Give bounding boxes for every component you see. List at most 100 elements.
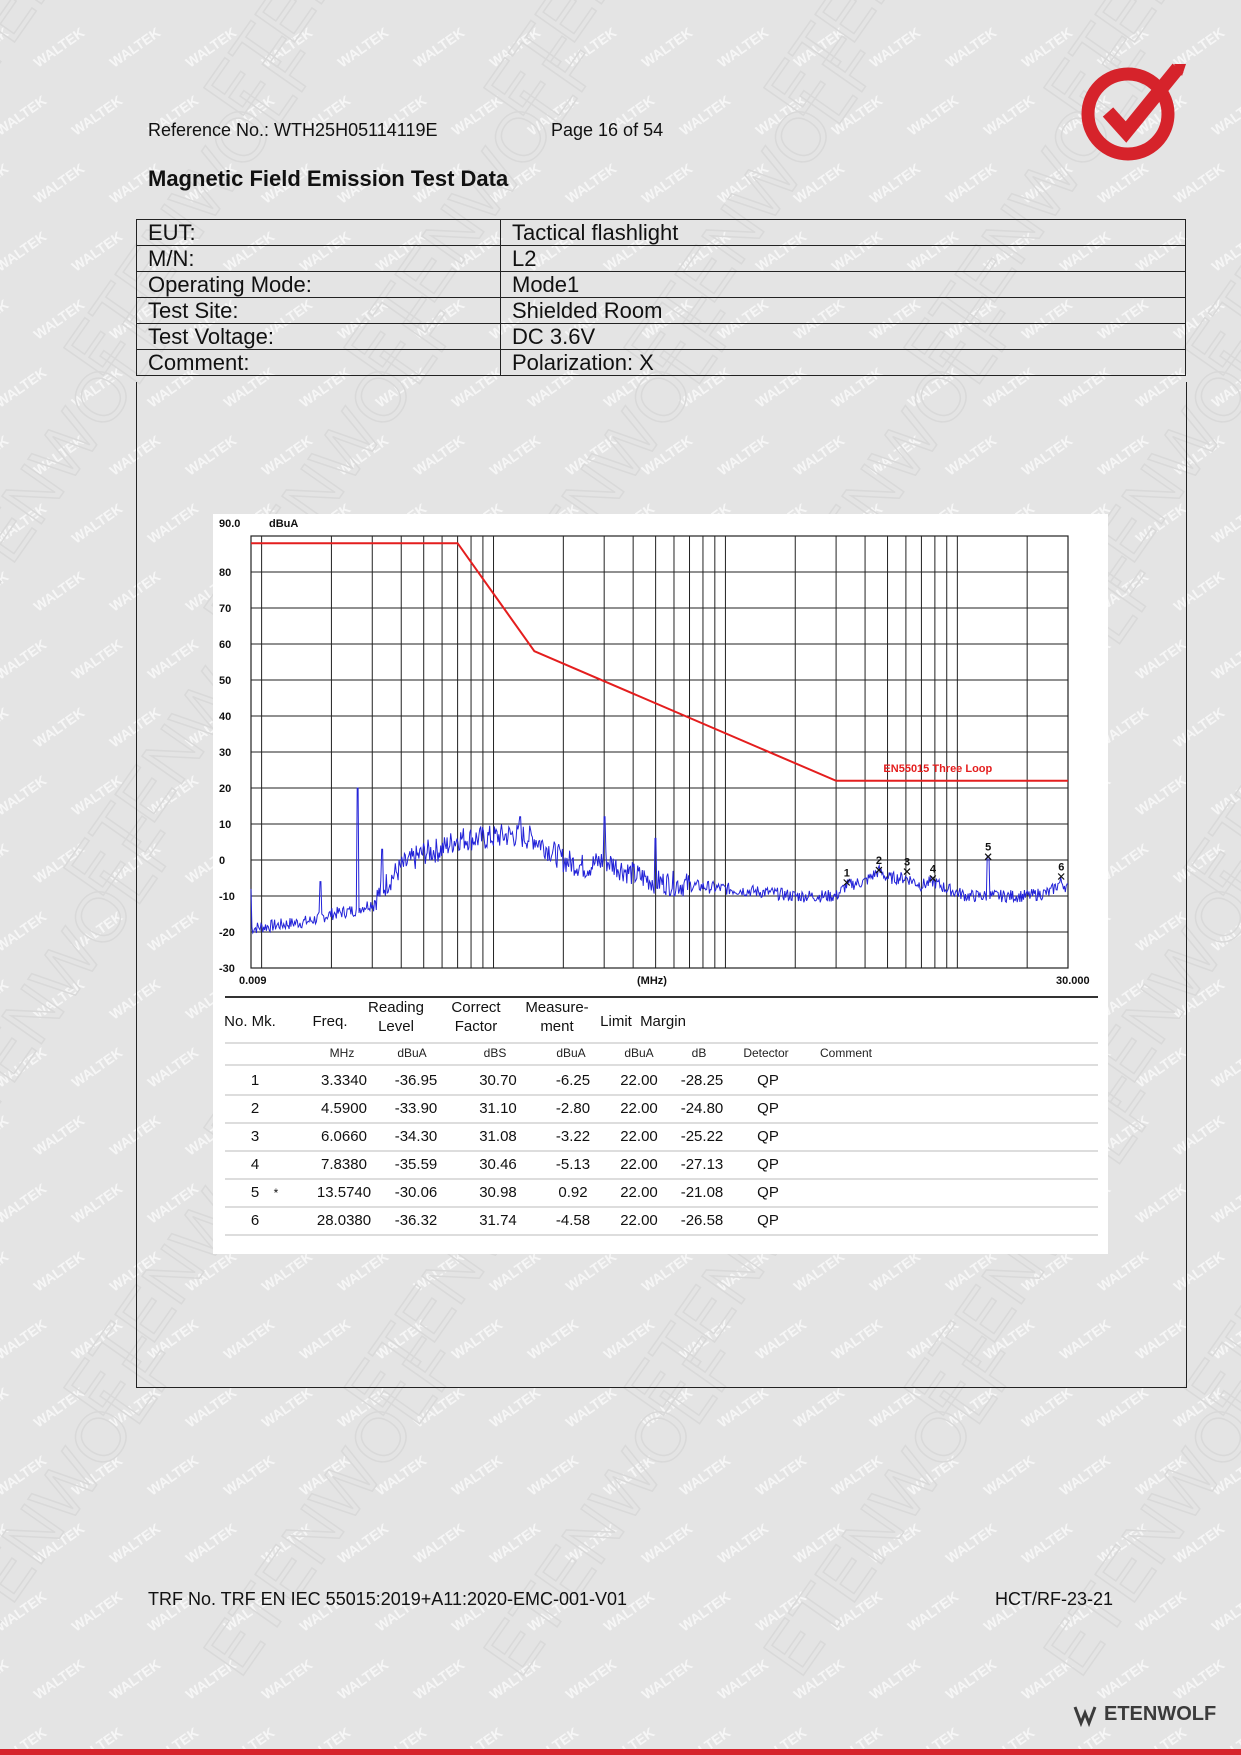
table-cell-freq: 28.0380: [317, 1212, 371, 1229]
marker-cross: [903, 868, 911, 876]
table-cell-mk: *: [274, 1186, 279, 1200]
y-axis-label: dBuA: [269, 518, 298, 530]
watermark-text: WALTEK: [335, 1656, 392, 1702]
y-tick-label: -10: [219, 891, 235, 903]
watermark-text: WALTEK: [69, 500, 126, 546]
watermark-text: WALTEK: [335, 1520, 392, 1566]
table-row: 1 3.3340 -36.95 30.70 -6.25 22.00 -28.25 QP: [251, 1072, 779, 1089]
info-row: Operating Mode: Mode1: [136, 271, 1186, 298]
info-row: EUT: Tactical flashlight: [136, 219, 1186, 246]
watermark-text: WALTEK: [753, 1452, 810, 1498]
y-tick-label: -20: [219, 927, 235, 939]
table-row: 5 * 13.5740 -30.06 30.98 0.92 22.00 -21.08 QP: [251, 1184, 779, 1201]
watermark-text: WALTEK: [0, 976, 11, 1022]
table-header: Measure-: [525, 999, 588, 1016]
table-cell-reading: -35.59: [395, 1156, 438, 1173]
watermark-text: WALTEK: [31, 704, 88, 750]
watermark-text: WALTEK: [0, 1044, 49, 1090]
watermark-text: WALTEK: [449, 92, 506, 138]
brand-name: ETENWOLF: [1104, 1703, 1217, 1725]
watermark-text: WALTEK: [905, 1588, 962, 1634]
watermark-text: WALTEK: [69, 1180, 126, 1226]
watermark-text: WALTEK: [31, 1656, 88, 1702]
table-row: 6 28.0380 -36.32 31.74 -4.58 22.00 -26.58 QP: [251, 1212, 779, 1229]
info-value: Mode1: [500, 271, 1186, 298]
marker-point: 2: [875, 855, 883, 874]
watermark-text: WALTEK: [943, 1384, 1000, 1430]
watermark-text: WALTEK: [259, 1384, 316, 1430]
watermark-text: WALTEK: [563, 1656, 620, 1702]
watermark-text: WALTEK: [677, 92, 734, 138]
watermark-text: WALTEK: [791, 160, 848, 206]
marker-cross: [929, 875, 937, 882]
watermark-text: WALTEK: [31, 840, 88, 886]
marker-point: 3: [903, 857, 911, 876]
watermark-text: WALTEK: [69, 228, 126, 274]
watermark-text: WALTEK: [0, 1656, 11, 1702]
emission-plot-panel: dBuA 90.0 80 70 60 50 40 30 20 10 0 -10 -20 -30 EN5501…: [213, 514, 1108, 1254]
table-unit: dB: [692, 1046, 707, 1060]
watermark-text: WALTEK: [1171, 1384, 1228, 1430]
table-cell-detector: QP: [757, 1156, 779, 1173]
table-cell-measure: -2.80: [556, 1100, 590, 1117]
watermark-text: WALTEK: [449, 0, 506, 2]
watermark-text: WALTEK: [69, 1044, 126, 1090]
watermark-text: WALTEK: [69, 1452, 126, 1498]
watermark-text: WALTEK: [563, 160, 620, 206]
watermark-text: WALTEK: [259, 24, 316, 70]
table-cell-freq: 6.0660: [321, 1128, 367, 1145]
watermark-text: ETENWOLF: [188, 0, 475, 129]
y-tick-label: 20: [219, 783, 231, 795]
watermark-text: WALTEK: [639, 160, 696, 206]
watermark-text: WALTEK: [1209, 500, 1241, 546]
watermark-text: WALTEK: [677, 1588, 734, 1634]
table-cell-reading: -33.90: [395, 1100, 438, 1117]
watermark-text: WALTEK: [221, 1452, 278, 1498]
y-tick-label: 30: [219, 747, 231, 759]
table-cell-detector: QP: [757, 1100, 779, 1117]
table-cell-measure: -5.13: [556, 1156, 590, 1173]
watermark-text: WALTEK: [791, 1520, 848, 1566]
table-cell-reading: -36.95: [395, 1072, 438, 1089]
watermark-text: WALTEK: [943, 24, 1000, 70]
etenwolf-logo-icon: [1073, 1706, 1097, 1727]
watermark-text: WALTEK: [525, 1452, 582, 1498]
watermark-text: WALTEK: [107, 1656, 164, 1702]
marker-label: 5: [985, 842, 991, 854]
info-key: Test Site:: [136, 297, 501, 324]
table-cell-no: 1: [251, 1072, 259, 1089]
y-tick-label: 50: [219, 675, 231, 687]
watermark-text: WALTEK: [867, 160, 924, 206]
watermark-text: WALTEK: [867, 1520, 924, 1566]
info-row: Test Voltage: DC 3.6V: [136, 323, 1186, 350]
limit-line: [251, 542, 1068, 782]
watermark-text: WALTEK: [1133, 1452, 1190, 1498]
info-value: DC 3.6V: [500, 323, 1186, 350]
watermark-text: WALTEK: [69, 1316, 126, 1362]
watermark-text: WALTEK: [487, 24, 544, 70]
limit-label: EN55015 Three Loop: [883, 763, 992, 775]
watermark-text: WALTEK: [1019, 1384, 1076, 1430]
watermark-text: WALTEK: [1019, 1520, 1076, 1566]
watermark-text: ETENWOLF: [468, 0, 755, 129]
info-key: Operating Mode:: [136, 271, 501, 298]
y-tick-label: 80: [219, 567, 231, 579]
watermark-text: WALTEK: [943, 1520, 1000, 1566]
watermark-text: WALTEK: [829, 1588, 886, 1634]
watermark-text: WALTEK: [1171, 160, 1228, 206]
watermark-text: WALTEK: [639, 1656, 696, 1702]
table-unit: Detector: [743, 1046, 788, 1060]
watermark-text: WALTEK: [715, 1384, 772, 1430]
watermark-text: WALTEK: [0, 0, 49, 2]
table-cell-limit: 22.00: [620, 1128, 658, 1145]
watermark-text: WALTEK: [31, 1112, 88, 1158]
watermark-text: WALTEK: [1209, 1452, 1241, 1498]
watermark-text: WALTEK: [753, 0, 810, 2]
table-cell-factor: 31.74: [479, 1212, 517, 1229]
watermark-text: WALTEK: [1019, 1656, 1076, 1702]
watermark-text: WALTEK: [0, 1248, 11, 1294]
table-cell-factor: 31.10: [479, 1100, 517, 1117]
watermark-text: WALTEK: [677, 0, 734, 2]
watermark-text: WALTEK: [0, 1180, 49, 1226]
watermark-text: WALTEK: [31, 24, 88, 70]
